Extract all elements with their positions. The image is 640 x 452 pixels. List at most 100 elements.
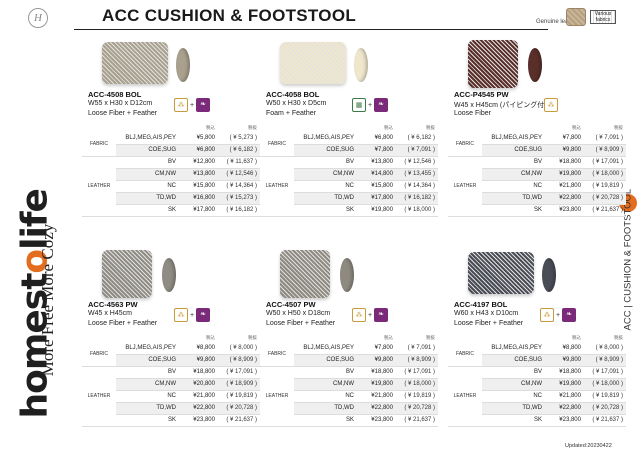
price-cell: ¥17,800	[182, 204, 218, 217]
product-block: ACC-4058 BOL W50 x H30 x D5cm Foam + Feath…	[260, 30, 438, 240]
product-filling: Loose Fiber	[454, 110, 491, 117]
variant-cell: CM,NW	[116, 378, 182, 391]
material-category: FABRIC	[82, 342, 116, 367]
price-cell: ¥7,800	[360, 342, 396, 355]
price-cell: ¥23,800	[548, 204, 584, 217]
tax-excl-cell: ( ¥ 11,637 )	[218, 156, 260, 169]
price-cell: ¥18,800	[548, 366, 584, 379]
fiber-icon: ⁂	[540, 308, 554, 322]
genuine-leather-icon	[566, 8, 586, 26]
price-cell: ¥7,800	[548, 132, 584, 145]
legend-genuine-leather: Genuine leather	[536, 19, 579, 25]
table-row: FABRIC BLJ,MEG,AIS,PEY ¥8,800( ¥ 8,000 )	[448, 342, 626, 367]
header-cell	[294, 124, 360, 132]
price-cell: ¥21,800	[548, 390, 584, 403]
table-row: COE,SUG ¥9,800( ¥ 8,909 )	[260, 354, 438, 367]
tax-excl-cell: ( ¥ 17,091 )	[584, 156, 626, 169]
table-row: NC ¥21,800( ¥ 19,819 )	[260, 390, 438, 403]
material-category: LEATHER	[82, 366, 116, 427]
table-row: TD,WD ¥17,800( ¥ 16,182 )	[260, 192, 438, 205]
table-row: FABRIC BLJ,MEG,AIS,PEY ¥7,800( ¥ 7,091 )	[260, 342, 438, 367]
logo-mark: H	[28, 8, 48, 28]
price-cell: ¥19,800	[360, 204, 396, 217]
header-cell	[260, 334, 294, 342]
variant-cell: COE,SUG	[116, 354, 182, 367]
variant-cell: BV	[482, 156, 548, 169]
table-row: SK ¥23,800( ¥ 21,637 )	[448, 414, 626, 427]
tax-excl-cell: ( ¥ 7,091 )	[396, 144, 438, 157]
table-row: CM,NW ¥13,800( ¥ 12,546 )	[82, 168, 260, 181]
variant-cell: COE,SUG	[482, 354, 548, 367]
variant-cell: BLJ,MEG,AIS,PEY	[294, 342, 360, 355]
feather-icon: ❧	[374, 98, 389, 112]
cushion-image	[468, 40, 518, 88]
price-cell: ¥23,800	[548, 414, 584, 427]
product-block: ACC-P4545 PW W45 x H45cm (パイピング付き) Loose F…	[448, 30, 626, 240]
header-cell	[260, 124, 294, 132]
header-cell: 税込	[548, 124, 584, 132]
price-cell: ¥22,800	[548, 402, 584, 415]
table-row: NC ¥15,800( ¥ 14,364 )	[260, 180, 438, 193]
price-cell: ¥13,800	[360, 156, 396, 169]
filling-icons: ▦ + ❧	[352, 98, 389, 112]
variant-cell: SK	[482, 204, 548, 217]
tax-excl-cell: ( ¥ 21,637 )	[396, 414, 438, 427]
tax-excl-cell: ( ¥ 17,091 )	[584, 366, 626, 379]
tax-excl-cell: ( ¥ 6,182 )	[396, 132, 438, 145]
cushion-image	[280, 42, 346, 84]
price-table: 税込 税抜 FABRIC BLJ,MEG,AIS,PEY ¥7,800( ¥ 7,091…	[260, 334, 438, 427]
product-filling: Foam + Feather	[266, 110, 316, 117]
header-cell: 税抜	[584, 334, 626, 342]
table-row: COE,SUG ¥9,800( ¥ 8,909 )	[82, 354, 260, 367]
tax-excl-cell: ( ¥ 20,728 )	[584, 402, 626, 415]
table-row: NC ¥21,800( ¥ 19,819 )	[82, 390, 260, 403]
material-category: LEATHER	[448, 366, 482, 427]
feather-icon: ❧	[562, 308, 577, 322]
price-table-header: 税込 税抜	[82, 124, 260, 132]
table-row: CM,NW ¥19,800( ¥ 18,000 )	[448, 168, 626, 181]
table-row: SK ¥19,800( ¥ 18,000 )	[260, 204, 438, 217]
tax-excl-cell: ( ¥ 12,546 )	[218, 168, 260, 181]
cushion-side-view	[528, 48, 542, 82]
plus-icon: +	[190, 311, 195, 319]
product-dimensions: W45 x H45cm	[88, 310, 132, 317]
variant-cell: BLJ,MEG,AIS,PEY	[482, 132, 548, 145]
plus-icon: +	[190, 101, 195, 109]
variant-cell: SK	[482, 414, 548, 427]
variant-cell: BV	[294, 366, 360, 379]
header-cell: 税抜	[218, 334, 260, 342]
tax-excl-cell: ( ¥ 15,273 )	[218, 192, 260, 205]
price-cell: ¥21,800	[548, 180, 584, 193]
table-row: TD,WD ¥22,800( ¥ 20,728 )	[82, 402, 260, 415]
product-filling: Loose Fiber + Feather	[266, 320, 336, 327]
plus-icon: +	[368, 101, 373, 109]
price-cell: ¥17,800	[360, 192, 396, 205]
product-code: ACC-4508 BOL	[88, 90, 142, 99]
variant-cell: NC	[294, 180, 360, 193]
tax-excl-cell: ( ¥ 16,182 )	[396, 192, 438, 205]
table-row: LEATHER BV ¥18,800( ¥ 17,091 )	[260, 366, 438, 427]
cushion-side-view	[162, 258, 176, 292]
various-fabrics-icon: Various fabrics	[590, 10, 616, 24]
product-block: ACC-4508 BOL W55 x H30 x D12cm Loose Fiber…	[82, 30, 260, 240]
material-category: FABRIC	[448, 342, 482, 367]
table-row: CM,NW ¥19,800( ¥ 18,000 )	[448, 378, 626, 391]
tax-excl-cell: ( ¥ 17,091 )	[218, 366, 260, 379]
price-table-header: 税込 税抜	[448, 124, 626, 132]
tax-excl-cell: ( ¥ 7,091 )	[584, 132, 626, 145]
cushion-side-view	[542, 258, 556, 292]
brand-strip: H homestolife More Free More Cozy	[0, 0, 72, 452]
tax-excl-cell: ( ¥ 19,819 )	[218, 390, 260, 403]
variant-cell: BV	[116, 156, 182, 169]
price-cell: ¥12,800	[182, 156, 218, 169]
variant-cell: BV	[294, 156, 360, 169]
filling-icons: ⁂ + ❧	[352, 308, 389, 322]
cushion-image	[468, 252, 534, 294]
tax-excl-cell: ( ¥ 6,182 )	[218, 144, 260, 157]
price-cell: ¥20,800	[182, 378, 218, 391]
price-cell: ¥13,800	[182, 168, 218, 181]
header-cell	[82, 124, 116, 132]
tax-excl-cell: ( ¥ 18,000 )	[584, 168, 626, 181]
table-row: SK ¥23,800( ¥ 21,637 )	[82, 414, 260, 427]
header-cell: 税抜	[218, 124, 260, 132]
